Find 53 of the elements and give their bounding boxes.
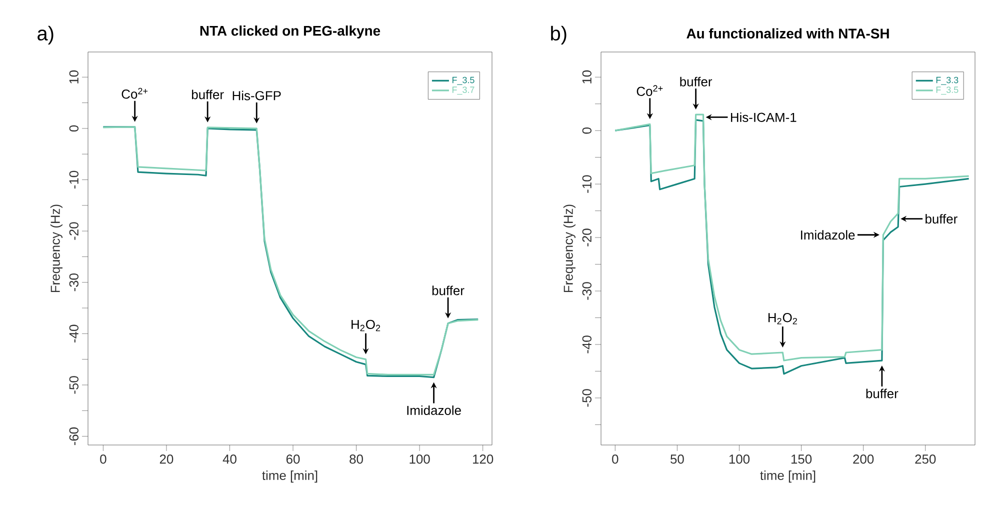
annotation: buffer [192, 90, 224, 100]
annotation: His-GFP [232, 90, 281, 100]
y-axis-title: Frequency (Hz) [563, 204, 576, 292]
y-tick-label: -30 [582, 282, 592, 300]
y-tick-label: 10 [69, 70, 78, 84]
x-tick-label: 50 [670, 454, 684, 464]
x-tick-label: 150 [791, 454, 812, 464]
y-tick-label: -40 [69, 324, 78, 342]
annotation: H$_{2}$O$_{2}$ [768, 313, 797, 324]
annotation: His-ICAM-1 [731, 112, 796, 122]
x-axis-title: time [min] [760, 470, 816, 483]
annotation: Imidazole [407, 405, 461, 415]
y-tick-label: -30 [69, 274, 78, 292]
y-tick-label: 0 [69, 125, 78, 132]
text: a) [38, 26, 54, 44]
annotation: Co$^{2+}$ [122, 88, 148, 99]
x-tick-label: 60 [286, 454, 300, 464]
x-tick-label: 40 [222, 454, 236, 464]
y-tick-label: -50 [582, 389, 592, 407]
x-tick-label: 20 [160, 454, 174, 464]
x-tick-label: 0 [612, 454, 618, 464]
y-tick-label: 0 [582, 127, 592, 134]
annotation: Imidazole [801, 230, 855, 240]
legend-label: F_3.5 [452, 76, 474, 85]
legend-label: F_3.5 [936, 86, 958, 95]
y-tick-label: -50 [69, 376, 78, 394]
annotation: buffer [432, 286, 464, 296]
y-tick-label: -60 [69, 427, 78, 446]
x-axis-title: time [min] [262, 470, 318, 483]
annotation: Co$^{2+}$ [636, 85, 663, 96]
annotation: buffer [926, 214, 958, 224]
y-tick-label: -20 [582, 228, 592, 246]
annotation: H$_{2}$O$_{2}$ [352, 320, 380, 332]
x-tick-label: 80 [350, 454, 363, 464]
chart-title: Au functionalized with NTA-SH [686, 28, 889, 38]
text: b) [551, 26, 566, 44]
x-tick-label: 100 [410, 454, 430, 464]
x-tick-label: 100 [729, 454, 750, 464]
y-tick-label: -20 [69, 222, 78, 240]
annotation: buffer [866, 388, 898, 398]
y-tick-label: 10 [582, 70, 592, 84]
chart-title: NTA clicked on PEG-alkyne [200, 25, 380, 38]
y-axis-title: Frequency (Hz) [50, 204, 62, 292]
legend-label: F_3.7 [452, 86, 474, 95]
x-tick-label: 0 [100, 454, 106, 464]
x-tick-label: 120 [473, 454, 494, 464]
y-tick-label: -10 [69, 170, 78, 189]
x-tick-label: 200 [853, 454, 874, 464]
x-tick-label: 250 [915, 454, 936, 464]
y-tick-label: -10 [582, 175, 592, 193]
legend-label: F_3.3 [936, 76, 958, 85]
annotation: buffer [680, 76, 712, 86]
y-tick-label: -40 [582, 336, 592, 354]
